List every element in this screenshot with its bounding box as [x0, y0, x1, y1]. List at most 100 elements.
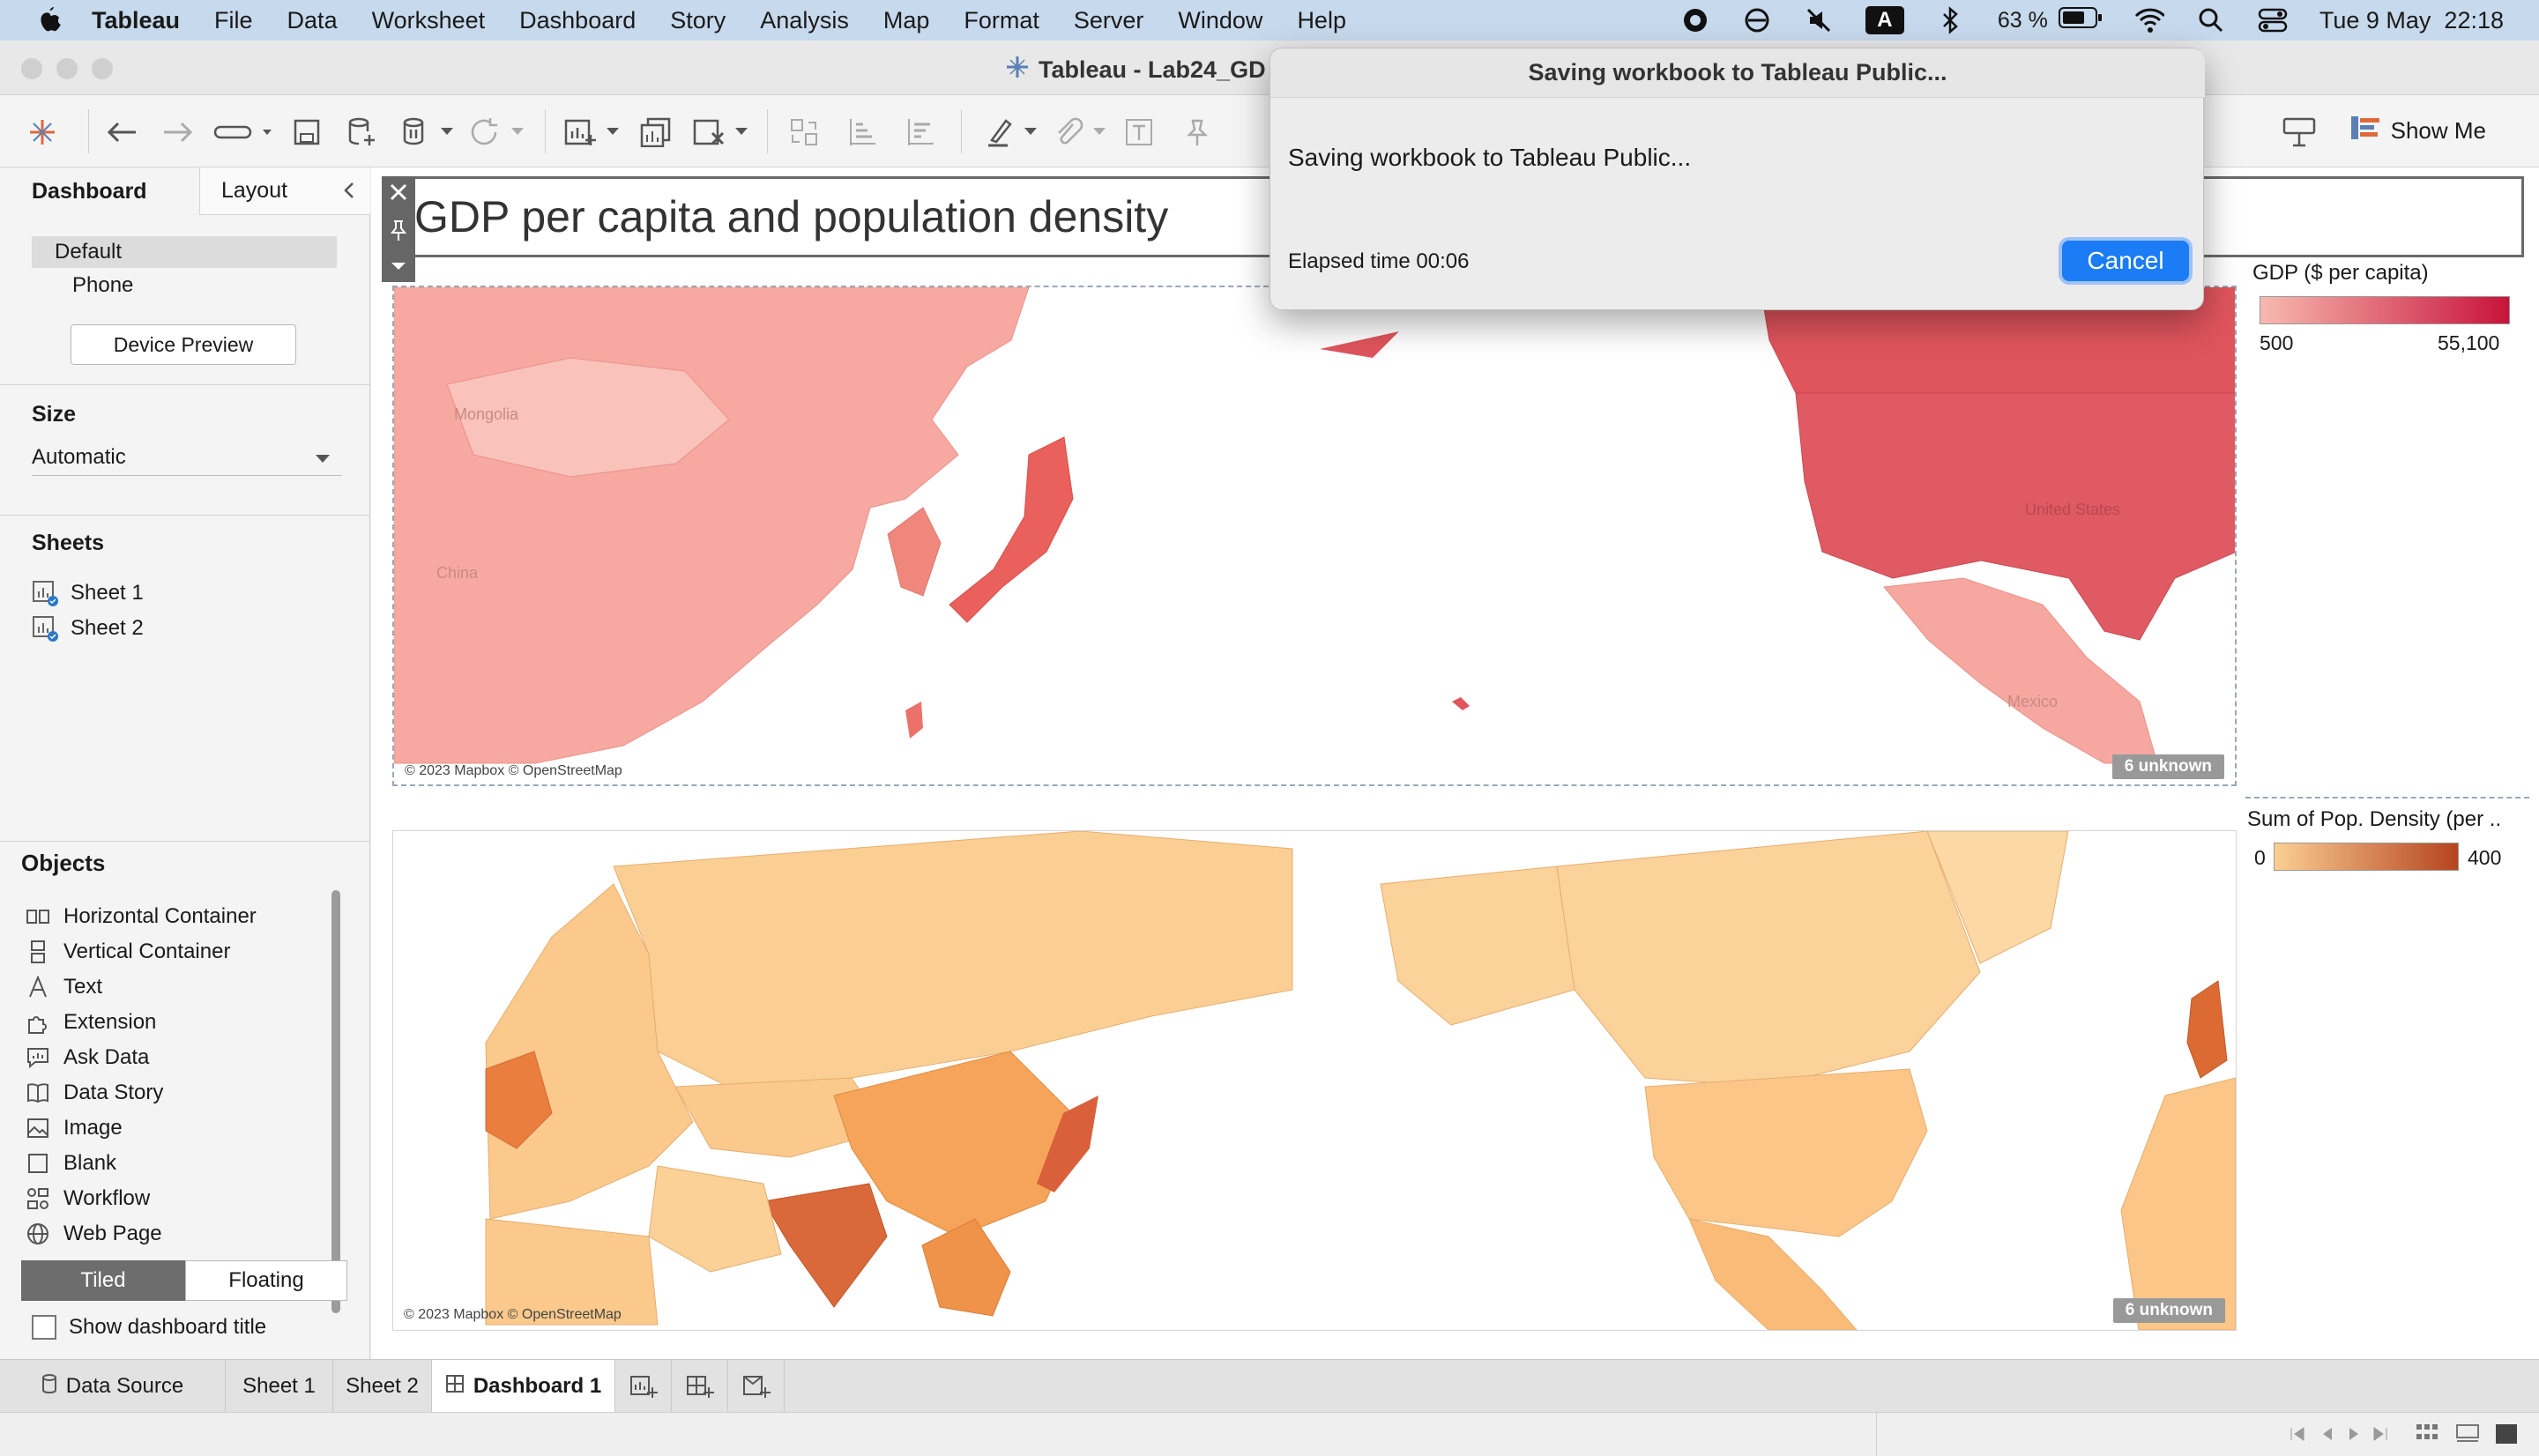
presentation-mode-icon[interactable] [2280, 113, 2319, 152]
unknown-indicator[interactable]: 6 unknown [2112, 1298, 2225, 1323]
show-me-button[interactable]: Show Me [2350, 115, 2486, 147]
density-map-container[interactable]: © 2023 Mapbox © OpenStreetMap 6 unknown [392, 830, 2237, 1331]
menu-file[interactable]: File [214, 6, 253, 33]
gdp-legend-ramp[interactable] [2260, 296, 2510, 324]
previous-sheet-icon[interactable] [2319, 1425, 2336, 1447]
object-vertical-container[interactable]: Vertical Container [26, 940, 230, 964]
tab-dashboard[interactable]: Dashboard [0, 167, 199, 215]
menu-map[interactable]: Map [882, 6, 930, 33]
tableau-home-icon[interactable] [23, 113, 62, 152]
tabs-view-icon[interactable] [2495, 1423, 2518, 1449]
swap-rows-columns-icon[interactable] [785, 113, 823, 152]
object-ask-data[interactable]: Ask Data [26, 1045, 149, 1070]
gdp-map-container[interactable]: Mongolia China United States Mexico © 20… [392, 286, 2237, 786]
tiled-toggle[interactable]: Tiled [21, 1260, 185, 1301]
tab-data-source[interactable]: Data Source [0, 1360, 226, 1413]
map-credit[interactable]: © 2023 Mapbox © OpenStreetMap [404, 1307, 622, 1322]
menu-server[interactable]: Server [1073, 6, 1144, 33]
next-sheet-icon[interactable] [2345, 1425, 2363, 1447]
group-members-icon[interactable] [1049, 113, 1088, 152]
new-dashboard-tab-icon[interactable] [672, 1360, 728, 1413]
tab-sheet-1[interactable]: Sheet 1 [226, 1360, 333, 1413]
spotlight-search-icon[interactable] [2196, 5, 2226, 35]
input-source-badge[interactable]: A [1865, 6, 1904, 34]
floating-toggle[interactable]: Floating [185, 1260, 347, 1301]
size-dropdown[interactable]: Automatic [32, 439, 342, 476]
last-sheet-icon[interactable] [2371, 1425, 2389, 1447]
zoom-window-button[interactable] [92, 58, 113, 79]
minimize-window-button[interactable] [56, 58, 78, 79]
sheet-sorter-icon[interactable] [2416, 1423, 2438, 1449]
pause-updates-icon[interactable] [397, 113, 436, 152]
highlight-dropdown-icon[interactable] [1021, 113, 1040, 152]
unknown-indicator[interactable]: 6 unknown [2111, 754, 2224, 779]
gdp-map[interactable]: Mongolia China United States Mexico [394, 287, 2237, 784]
sheet-list-item[interactable]: Sheet 1 [32, 580, 144, 606]
object-web-page[interactable]: Web Page [26, 1222, 162, 1246]
density-legend-title[interactable]: Sum of Pop. Density (per .. [2247, 807, 2502, 831]
gdp-legend-title[interactable]: GDP ($ per capita) [2252, 261, 2429, 285]
new-worksheet-tab-icon[interactable] [615, 1360, 672, 1413]
objects-scrollbar[interactable] [331, 890, 340, 1313]
filmstrip-icon[interactable] [2456, 1423, 2479, 1449]
device-preview-button[interactable]: Device Preview [71, 324, 296, 365]
density-legend-ramp[interactable] [2274, 843, 2459, 871]
object-workflow[interactable]: Workflow [26, 1186, 150, 1211]
menu-window[interactable]: Window [1178, 6, 1263, 33]
tab-layout[interactable]: Layout [199, 167, 370, 215]
collapse-pane-icon[interactable] [339, 180, 360, 201]
tab-dashboard-1[interactable]: Dashboard 1 [432, 1360, 615, 1413]
remove-object-icon[interactable] [389, 182, 408, 206]
sheet-list-item[interactable]: Sheet 2 [32, 615, 144, 642]
save-icon[interactable] [287, 113, 326, 152]
object-image[interactable]: Image [26, 1116, 123, 1140]
show-dashboard-title-checkbox[interactable]: Show dashboard title [32, 1315, 266, 1340]
close-window-button[interactable] [21, 58, 42, 79]
mute-icon[interactable] [1804, 5, 1834, 35]
menu-worksheet[interactable]: Worksheet [371, 6, 486, 33]
more-options-icon[interactable] [391, 260, 406, 276]
fix-axes-icon[interactable] [1178, 113, 1217, 152]
new-story-tab-icon[interactable] [728, 1360, 785, 1413]
battery-icon[interactable] [2058, 6, 2103, 35]
refresh-icon[interactable] [465, 113, 504, 152]
menu-analysis[interactable]: Analysis [760, 6, 849, 33]
sort-descending-icon[interactable] [901, 113, 940, 152]
bluetooth-icon[interactable] [1936, 5, 1966, 35]
menu-clock[interactable]: Tue 9 May 22:18 [2319, 6, 2504, 33]
new-worksheet-dropdown-icon[interactable] [603, 113, 622, 152]
duplicate-sheet-icon[interactable] [637, 113, 675, 152]
checkbox[interactable] [32, 1315, 56, 1340]
group-dropdown-icon[interactable] [1090, 113, 1109, 152]
menu-dashboard[interactable]: Dashboard [519, 6, 637, 33]
pin-icon[interactable] [389, 219, 408, 247]
menu-app-name[interactable]: Tableau [92, 6, 181, 33]
highlight-icon[interactable] [980, 113, 1019, 152]
menu-help[interactable]: Help [1297, 6, 1346, 33]
sync-icon[interactable] [1742, 5, 1772, 35]
menu-story[interactable]: Story [670, 6, 726, 33]
apple-icon[interactable] [34, 4, 65, 36]
sort-ascending-icon[interactable] [843, 113, 882, 152]
object-extension[interactable]: Extension [26, 1010, 156, 1035]
object-blank[interactable]: Blank [26, 1151, 116, 1176]
redo-icon[interactable] [159, 113, 197, 152]
replay-animation-icon[interactable] [212, 113, 273, 152]
wifi-icon[interactable] [2134, 5, 2164, 35]
refresh-dropdown-icon[interactable] [508, 113, 527, 152]
object-text[interactable]: Text [26, 975, 102, 999]
show-mark-labels-icon[interactable] [1120, 113, 1158, 152]
device-default[interactable]: Default [32, 236, 337, 268]
device-phone[interactable]: Phone [72, 273, 134, 297]
clear-sheet-icon[interactable] [689, 113, 728, 152]
menu-data[interactable]: Data [287, 6, 338, 33]
undo-icon[interactable] [102, 113, 141, 152]
map-credit[interactable]: © 2023 Mapbox © OpenStreetMap [405, 763, 622, 778]
object-horizontal-container[interactable]: Horizontal Container [26, 904, 257, 929]
tab-sheet-2[interactable]: Sheet 2 [333, 1360, 432, 1413]
creative-cloud-icon[interactable] [1680, 5, 1710, 35]
object-data-story[interactable]: Data Story [26, 1081, 163, 1105]
menu-format[interactable]: Format [964, 6, 1039, 33]
pause-dropdown-icon[interactable] [437, 113, 457, 152]
new-worksheet-icon[interactable] [561, 113, 599, 152]
